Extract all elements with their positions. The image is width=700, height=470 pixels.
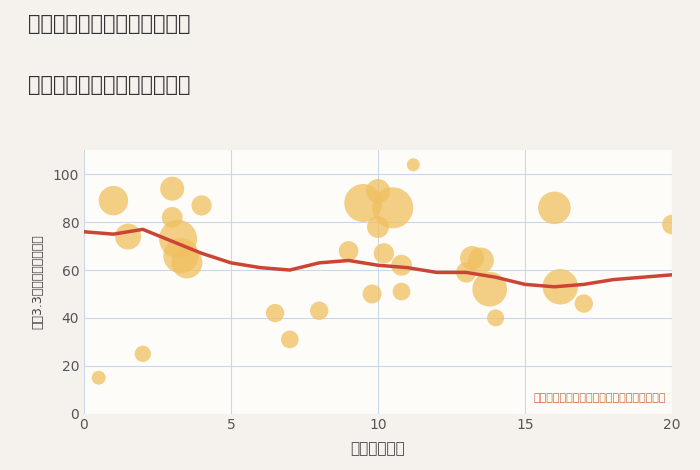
Point — [176, 252, 187, 259]
Point — [475, 257, 486, 264]
Point — [549, 204, 560, 212]
Text: 円の大きさは、取引のあった物件面積を示す: 円の大きさは、取引のあった物件面積を示す — [533, 393, 666, 403]
Point — [372, 223, 384, 231]
Text: 駅距離別中古マンション価格: 駅距離別中古マンション価格 — [28, 75, 190, 95]
Point — [93, 374, 104, 382]
Point — [167, 214, 178, 221]
Point — [396, 261, 407, 269]
Point — [367, 290, 378, 298]
Point — [407, 161, 419, 169]
X-axis label: 駅距離（分）: 駅距離（分） — [351, 441, 405, 456]
Point — [666, 221, 678, 228]
Point — [167, 185, 178, 192]
Point — [466, 254, 477, 262]
Point — [578, 300, 589, 307]
Point — [378, 250, 389, 257]
Point — [172, 235, 183, 243]
Point — [372, 188, 384, 195]
Point — [358, 199, 369, 207]
Point — [396, 288, 407, 295]
Point — [284, 336, 295, 343]
Point — [181, 259, 193, 266]
Point — [314, 307, 325, 314]
Point — [270, 309, 281, 317]
Point — [387, 204, 398, 212]
Point — [137, 350, 148, 358]
Point — [490, 314, 501, 321]
Point — [554, 283, 566, 290]
Point — [343, 247, 354, 255]
Point — [122, 233, 134, 240]
Point — [461, 269, 472, 276]
Point — [108, 197, 119, 204]
Point — [196, 202, 207, 209]
Point — [484, 285, 496, 293]
Y-axis label: 平（3.3㎡）単価（万円）: 平（3.3㎡）単価（万円） — [32, 235, 44, 329]
Text: 三重県多気郡大台町下三瀬の: 三重県多気郡大台町下三瀬の — [28, 14, 190, 34]
